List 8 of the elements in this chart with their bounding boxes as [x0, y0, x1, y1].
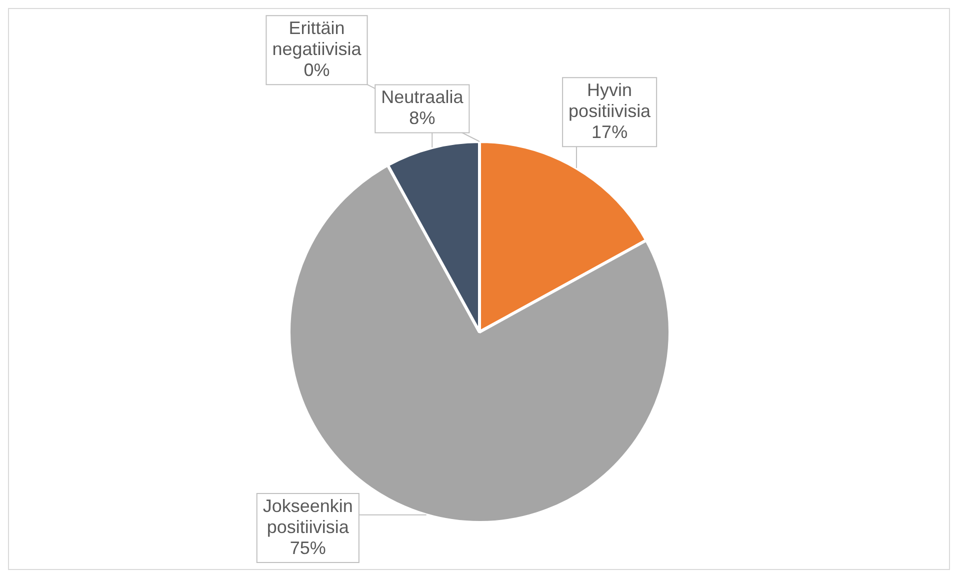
text: 0%	[304, 60, 330, 80]
data-label: 8%	[409, 108, 436, 128]
slice-label: Jokseenkin positiivisia	[262, 496, 353, 537]
data-label: 17%	[592, 122, 628, 142]
slice-label: Hyvin positiivisia	[568, 80, 652, 122]
category-label: Erittäin negatiivisia	[272, 18, 362, 60]
slice-label: Neutraalia	[381, 87, 464, 108]
data-label: 75%	[290, 538, 326, 558]
